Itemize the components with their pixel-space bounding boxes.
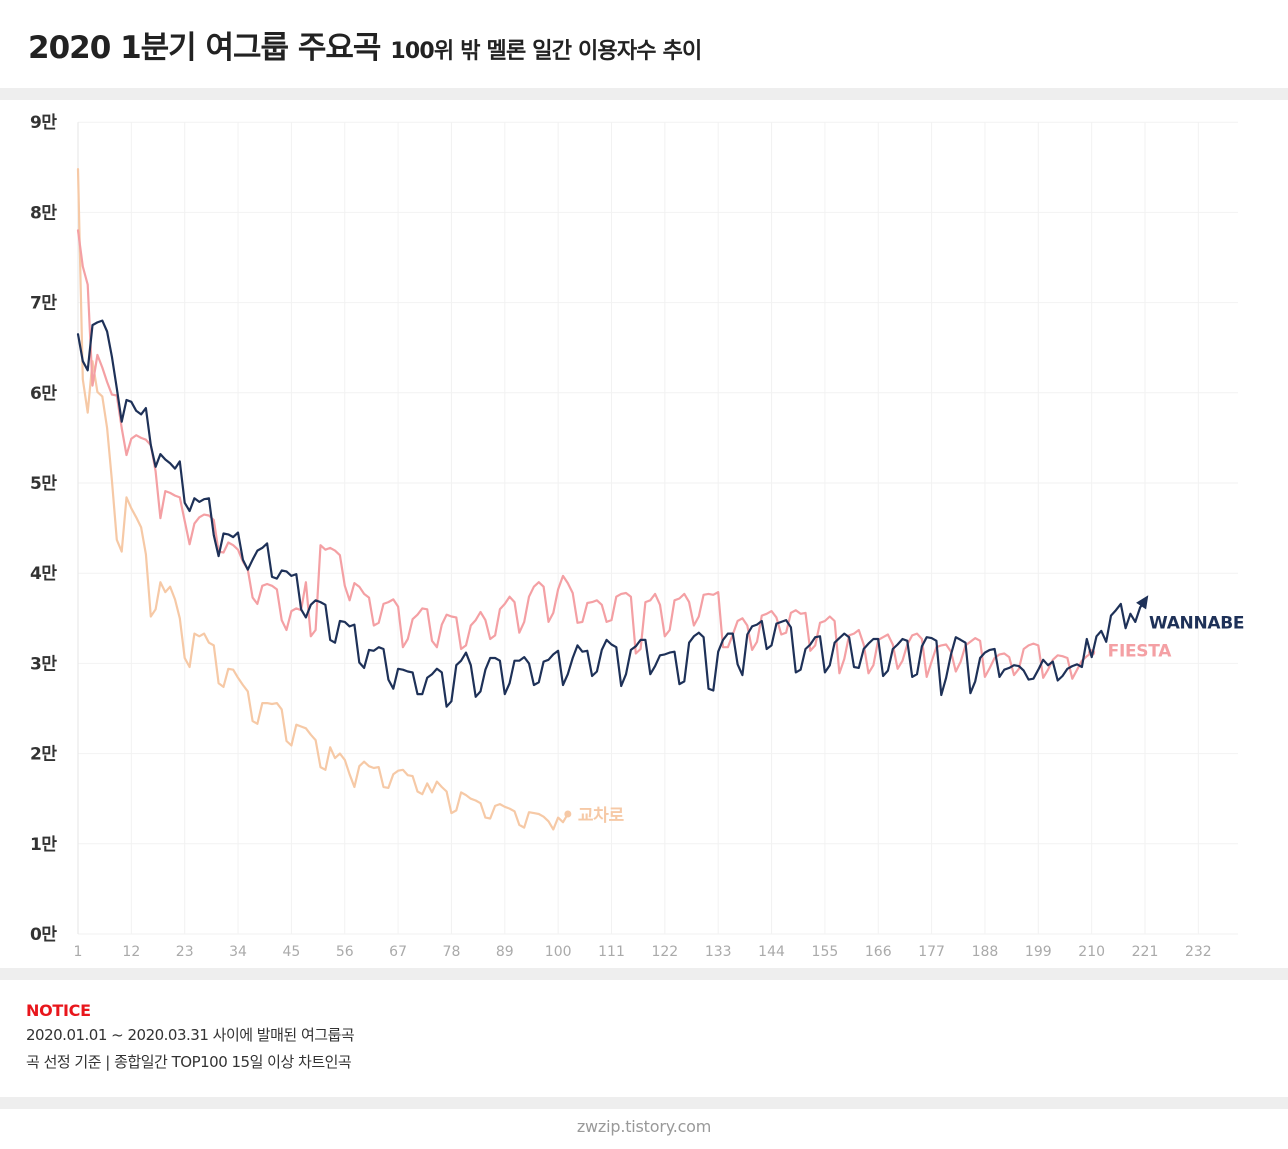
notice-section: NOTICE 2020.01.01 ~ 2020.03.31 사이에 발매된 여… [26,1000,355,1076]
notice-heading: NOTICE [26,1001,91,1020]
x-tick-label: 210 [1078,944,1105,960]
y-tick-label: 1만 [30,835,57,855]
chart-title-sub: 100위 밖 멜론 일간 이용자수 추이 [390,39,702,64]
x-tick-label: 221 [1132,944,1159,960]
grid-layer [77,121,1238,935]
x-tick-label: 78 [443,944,461,960]
y-tick-label: 3만 [30,654,57,674]
series-line-fiesta [76,229,1093,680]
chart-title-main: 2020 1분기 여그룹 주요곡 [28,30,381,66]
footer-source: zwzip.tistory.com [576,1117,712,1136]
x-tick-label: 111 [598,944,625,960]
divider-band-middle [0,968,1288,980]
series-end-dot-gyochajeol [564,810,572,818]
title-row: 2020 1분기 여그룹 주요곡 100위 밖 멜론 일간 이용자수 추이 [28,22,702,72]
y-tick-label: 0만 [30,925,57,945]
x-tick-label: 166 [865,944,892,960]
x-tick-label: 45 [282,944,300,960]
notice-line-period: 2020.01.01 ~ 2020.03.31 사이에 발매된 여그룹곡 [26,1026,355,1044]
x-tick-label: 232 [1185,944,1212,960]
x-axis-ticks: 1 12 23 34 45 56 67 78 89 100 111 122 133 144 155 166 17… [74,944,1212,960]
x-tick-label: 56 [336,944,354,960]
x-tick-label: 188 [972,944,999,960]
divider-band-bottom [0,1097,1288,1109]
x-tick-label: 100 [545,944,572,960]
x-tick-label: 199 [1025,944,1052,960]
y-tick-label: 5만 [30,474,57,494]
y-tick-label: 2만 [30,745,57,765]
y-tick-label: 7만 [30,294,57,314]
x-tick-label: 177 [918,944,945,960]
y-tick-label: 6만 [30,384,57,404]
y-tick-label: 8만 [30,203,57,223]
series-label-fiesta: FIESTA [1108,642,1173,662]
line-chart: 0만 1만 2만 3만 4만 5만 6만 7만 8만 9만 1 12 23 34 45 56 67 78 89 10… [30,113,1245,960]
x-tick-label: 155 [812,944,839,960]
x-tick-label: 144 [758,944,785,960]
notice-line-criteria: 곡 선정 기준 | 종합일간 TOP100 15일 이상 차트인곡 [26,1053,352,1071]
series-label-wannabe: WANNABE [1149,613,1244,633]
x-tick-label: 34 [229,944,247,960]
x-tick-label: 67 [389,944,407,960]
y-tick-label: 4만 [30,564,57,584]
y-tick-label: 9만 [30,113,57,133]
series-label-layer: WANNABE FIESTA 교차로 [578,613,1245,826]
series-line-gyochajeol [76,168,569,831]
x-tick-label: 89 [496,944,514,960]
series-layer [76,168,1149,831]
x-tick-label: 133 [705,944,732,960]
series-label-gyochajeol: 교차로 [578,806,625,826]
x-tick-label: 23 [176,944,194,960]
x-tick-label: 122 [651,944,678,960]
series-line-wannabe [76,319,1147,708]
x-tick-label: 12 [122,944,140,960]
series-end-arrow-wannabe [1136,595,1149,610]
y-axis-ticks: 0만 1만 2만 3만 4만 5만 6만 7만 8만 9만 [30,113,58,945]
x-tick-label: 1 [74,944,83,960]
divider-band-top [0,88,1288,100]
